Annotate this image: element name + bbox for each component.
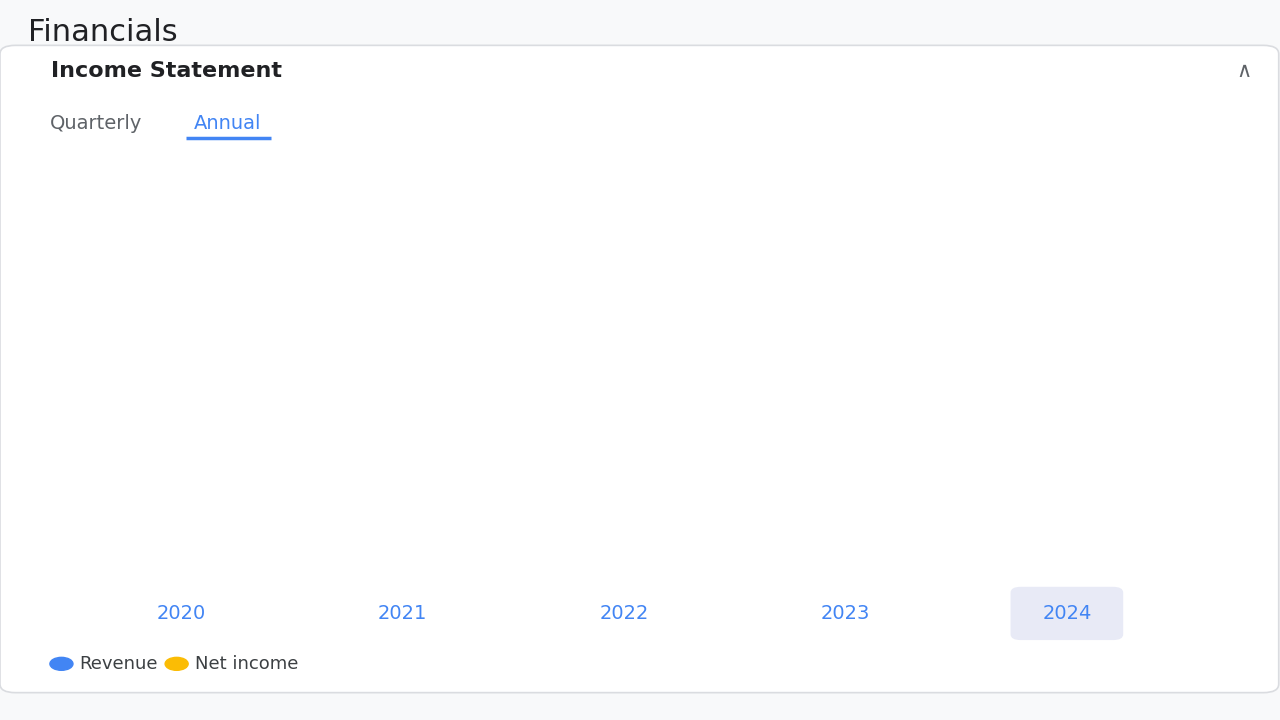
Text: 2022: 2022	[599, 604, 649, 623]
Point	[264, 134, 279, 143]
Text: Quarterly: Quarterly	[50, 114, 142, 132]
Text: 2024: 2024	[1042, 604, 1092, 623]
Text: Annual: Annual	[195, 114, 261, 132]
Bar	[772, 250, 841, 594]
Text: 2023: 2023	[820, 604, 870, 623]
Text: Financials: Financials	[28, 18, 178, 47]
Bar	[625, 490, 694, 594]
Circle shape	[165, 657, 188, 670]
Bar	[407, 495, 476, 594]
Text: Net income: Net income	[195, 655, 298, 672]
Bar	[554, 318, 625, 594]
Bar	[1057, 401, 1128, 594]
Bar	[191, 534, 260, 594]
Text: Income Statement: Income Statement	[51, 61, 282, 81]
FancyBboxPatch shape	[0, 45, 1279, 693]
Bar	[988, 202, 1057, 594]
Bar	[338, 348, 407, 594]
Bar	[841, 459, 910, 594]
Circle shape	[50, 657, 73, 670]
FancyBboxPatch shape	[1011, 587, 1124, 640]
Point	[178, 134, 193, 143]
Text: 2020: 2020	[156, 604, 206, 623]
Text: ∧: ∧	[1236, 61, 1252, 81]
Text: 2021: 2021	[378, 604, 428, 623]
Text: Revenue: Revenue	[79, 655, 157, 672]
Bar	[120, 369, 191, 594]
